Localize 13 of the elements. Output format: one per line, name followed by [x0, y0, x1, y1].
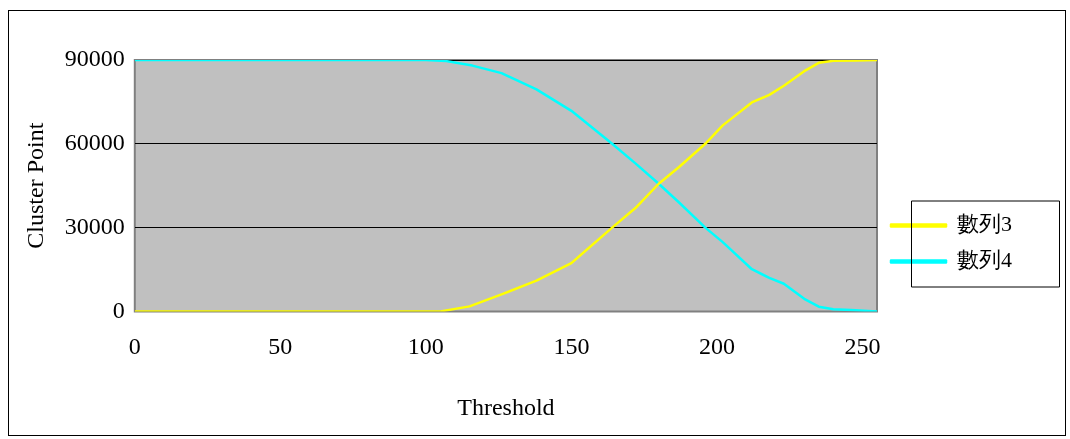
- y-tick-label: 30000: [64, 212, 125, 239]
- legend-label: 數列4: [957, 247, 1012, 273]
- x-tick-label: 50: [268, 333, 293, 360]
- y-tick-label: 0: [112, 296, 125, 323]
- x-tick-label: 250: [844, 333, 881, 360]
- x-axis-title: Threshold: [457, 393, 555, 420]
- y-axis-title: Cluster Point: [21, 122, 48, 249]
- legend-label: 數列3: [957, 211, 1012, 237]
- y-tick-label: 90000: [64, 45, 125, 72]
- x-tick-label: 150: [553, 333, 590, 360]
- x-tick-label: 100: [407, 333, 444, 360]
- x-tick-label: 200: [698, 333, 735, 360]
- y-tick-label: 60000: [64, 129, 125, 156]
